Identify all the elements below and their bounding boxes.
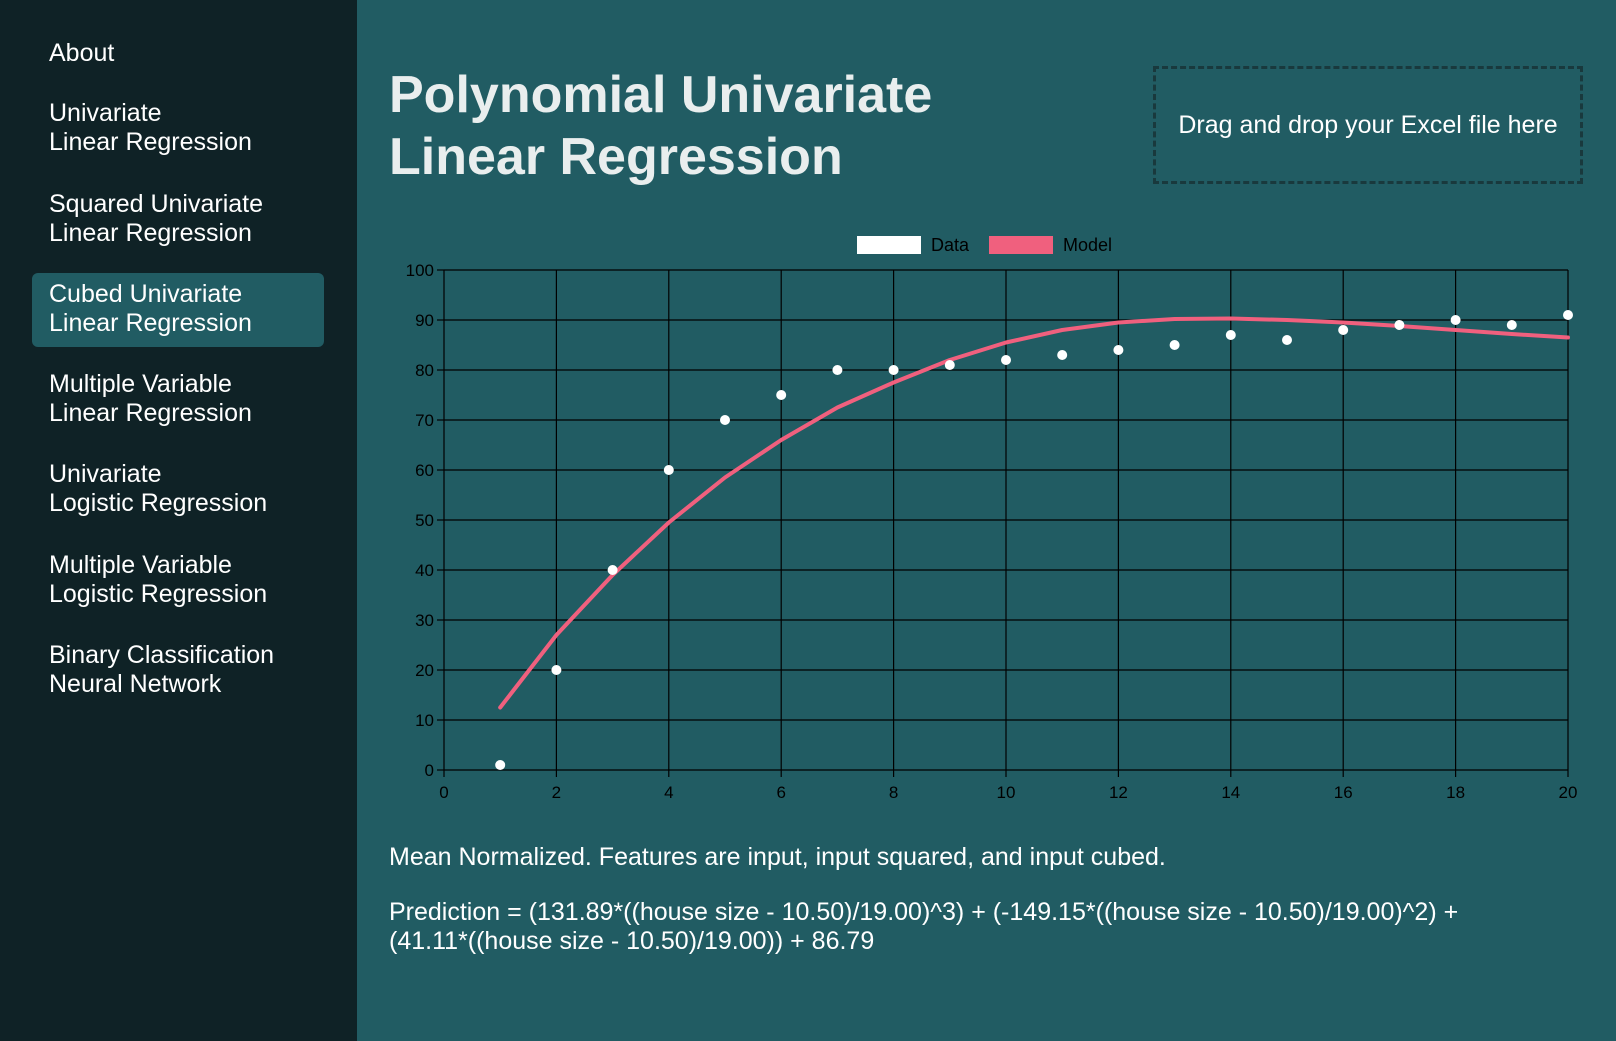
x-tick-label: 0 xyxy=(439,783,448,802)
sidebar-item-label: Univariate xyxy=(49,99,162,127)
data-point xyxy=(1225,330,1236,340)
dropzone-label: Drag and drop your Excel file here xyxy=(1178,110,1558,139)
legend-swatch-model xyxy=(989,236,1053,254)
y-tick-label: 40 xyxy=(415,561,434,580)
data-point xyxy=(720,415,730,425)
sidebar-item-univariate-linear-regression[interactable]: Univariate Linear Regression xyxy=(32,93,324,163)
data-point xyxy=(607,565,618,575)
regression-chart: 0 10 20 30 40 50 60 70 80 90 100 0 2 4 6 8 10 12 14 16 18 20 D… xyxy=(406,235,1578,802)
sidebar-item-label: Linear Regression xyxy=(49,128,252,156)
y-tick-label: 60 xyxy=(415,461,434,480)
formula-line: (41.11*((house size - 10.50)/19.00)) + 8… xyxy=(389,927,875,955)
x-tick-label: 8 xyxy=(889,783,898,802)
x-tick-label: 2 xyxy=(552,783,561,802)
sidebar-item-label: Multiple Variable xyxy=(49,551,232,579)
legend-label-data: Data xyxy=(931,235,970,255)
data-point xyxy=(888,365,899,375)
sidebar-item-label: Linear Regression xyxy=(49,399,252,427)
x-tick-label: 10 xyxy=(997,783,1016,802)
y-tick-label: 20 xyxy=(415,661,434,680)
y-tick-label: 30 xyxy=(415,611,434,630)
x-tick-label: 18 xyxy=(1446,783,1465,802)
y-tick-label: 70 xyxy=(415,411,434,430)
y-tick-label: 50 xyxy=(415,511,434,530)
data-point xyxy=(1113,345,1124,355)
data-point xyxy=(1450,315,1461,325)
normalization-description: Mean Normalized. Features are input, inp… xyxy=(389,843,1166,871)
sidebar-item-label: Multiple Variable xyxy=(49,370,232,398)
page-title-line: Polynomial Univariate xyxy=(389,66,933,124)
y-tick-label: 90 xyxy=(415,311,434,330)
data-point xyxy=(1338,325,1349,335)
sidebar-item-univariate-logistic-regression[interactable]: Univariate Logistic Regression xyxy=(32,454,324,524)
data-point xyxy=(1001,355,1011,365)
sidebar-item-label: Linear Regression xyxy=(49,219,252,247)
data-point xyxy=(1057,350,1068,360)
prediction-formula: Prediction = (131.89*((house size - 10.5… xyxy=(389,898,1589,956)
data-point xyxy=(495,760,506,770)
x-tick-label: 20 xyxy=(1559,783,1578,802)
sidebar-item-squared-univariate-linear-regression[interactable]: Squared Univariate Linear Regression xyxy=(32,184,324,254)
y-tick-label: 10 xyxy=(415,711,434,730)
sidebar-item-label: Binary Classification xyxy=(49,641,275,669)
y-tick-label: 100 xyxy=(406,261,434,280)
sidebar-item-cubed-univariate-linear-regression[interactable]: Cubed Univariate Linear Regression xyxy=(32,273,324,347)
sidebar-item-multiple-variable-logistic-regression[interactable]: Multiple Variable Logistic Regression xyxy=(32,545,324,615)
y-tick-label: 80 xyxy=(415,361,434,380)
sidebar-item-label: Logistic Regression xyxy=(49,580,268,608)
sidebar-item-label: Linear Regression xyxy=(49,309,252,337)
sidebar-item-binary-classification-neural-network[interactable]: Binary Classification Neural Network xyxy=(32,635,324,705)
sidebar-item-label: Neural Network xyxy=(49,670,222,698)
sidebar-item-label: Cubed Univariate xyxy=(49,280,243,308)
file-dropzone[interactable]: Drag and drop your Excel file here xyxy=(1153,66,1583,184)
main-content: Polynomial Univariate Linear Regression … xyxy=(357,0,1616,1041)
data-point xyxy=(1506,320,1517,330)
formula-line: Prediction = (131.89*((house size - 10.5… xyxy=(389,898,1459,926)
sidebar-item-multiple-variable-linear-regression[interactable]: Multiple Variable Linear Regression xyxy=(32,364,324,434)
sidebar-item-about[interactable]: About xyxy=(32,33,324,74)
x-tick-label: 14 xyxy=(1221,783,1240,802)
x-tick-label: 12 xyxy=(1109,783,1128,802)
data-point xyxy=(776,390,787,400)
data-point xyxy=(1563,310,1573,320)
data-point xyxy=(551,665,562,675)
data-point xyxy=(1169,340,1180,350)
legend-label-model: Model xyxy=(1063,235,1112,255)
x-tick-label: 4 xyxy=(664,783,673,802)
x-tick-label: 6 xyxy=(776,783,785,802)
page-title: Polynomial Univariate Linear Regression xyxy=(389,64,932,188)
sidebar-item-label: Univariate xyxy=(49,460,162,488)
sidebar: About Univariate Linear Regression Squar… xyxy=(0,0,357,1041)
page-title-line: Linear Regression xyxy=(389,128,843,186)
data-point xyxy=(1394,320,1405,330)
sidebar-item-label: Squared Univariate xyxy=(49,190,264,218)
data-point xyxy=(944,360,955,370)
sidebar-item-label: Logistic Regression xyxy=(49,489,268,517)
sidebar-item-label: About xyxy=(49,39,115,67)
data-point xyxy=(1282,335,1292,345)
y-tick-label: 0 xyxy=(425,761,434,780)
data-point xyxy=(832,365,843,375)
legend-swatch-data xyxy=(857,236,921,254)
data-point xyxy=(663,465,674,475)
x-tick-label: 16 xyxy=(1334,783,1353,802)
model-line xyxy=(498,316,1570,710)
